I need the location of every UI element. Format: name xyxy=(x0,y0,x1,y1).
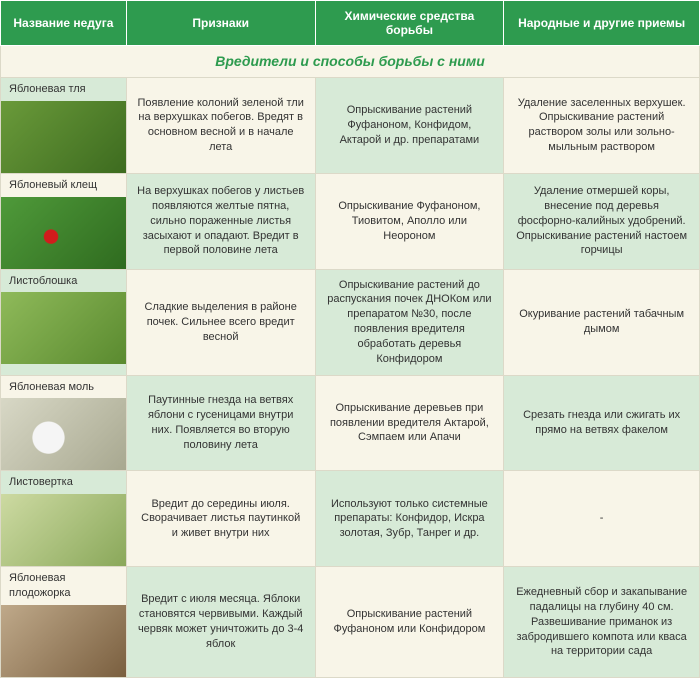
pest-name-label: Яблоневый клещ xyxy=(1,174,126,197)
pest-folk: Срезать гнезда или сжигать их прямо на в… xyxy=(504,375,700,471)
pest-chemical: Опрыскивание растений Фуфаноном, Конфидо… xyxy=(315,77,504,173)
pest-name-label: Листоблошка xyxy=(1,270,126,293)
pest-image xyxy=(1,398,126,470)
table-row: Яблоневый клещНа верхушках побегов у лис… xyxy=(1,173,700,269)
pest-signs: Паутинные гнезда на ветвях яблони с гусе… xyxy=(126,375,315,471)
pest-table: Название недуга Признаки Химические сред… xyxy=(0,0,700,678)
pest-chemical: Опрыскивание Фуфаноном, Тиовитом, Аполло… xyxy=(315,173,504,269)
pest-signs: Появление колоний зеленой тли на верхушк… xyxy=(126,77,315,173)
pest-name-label: Яблоневая моль xyxy=(1,376,126,399)
pest-signs: На верхушках побегов у листьев появляютс… xyxy=(126,173,315,269)
table-row: ЛистоблошкаСладкие выделения в районе по… xyxy=(1,269,700,375)
col-header-chem: Химические средства борьбы xyxy=(315,1,504,46)
pest-signs: Сладкие выделения в районе почек. Сильне… xyxy=(126,269,315,375)
table-header: Название недуга Признаки Химические сред… xyxy=(1,1,700,46)
table-row: Яблоневая мольПаутинные гнезда на ветвях… xyxy=(1,375,700,471)
pest-name-label: Листовертка xyxy=(1,471,126,494)
col-header-folk: Народные и другие приемы xyxy=(504,1,700,46)
pest-name-cell: Листоблошка xyxy=(1,269,127,375)
table-row: Яблоневая тляПоявление колоний зеленой т… xyxy=(1,77,700,173)
pest-chemical: Опрыскивание растений Фуфаноном или Конф… xyxy=(315,567,504,678)
pest-image xyxy=(1,197,126,269)
section-title-row: Вредители и способы борьбы с ними xyxy=(1,46,700,78)
pest-folk: Удаление отмершей коры, внесение под дер… xyxy=(504,173,700,269)
table-row: Яблоневая плодожоркаВредит с июля месяца… xyxy=(1,567,700,678)
pest-chemical: Опрыскивание деревьев при появлении вред… xyxy=(315,375,504,471)
pest-image xyxy=(1,494,126,566)
pest-chemical: Используют только системные препараты: К… xyxy=(315,471,504,567)
table-body: Вредители и способы борьбы с ними Яблоне… xyxy=(1,46,700,678)
pest-name-label: Яблоневая плодожорка xyxy=(1,567,126,605)
col-header-signs: Признаки xyxy=(126,1,315,46)
section-title: Вредители и способы борьбы с ними xyxy=(1,46,700,78)
pest-signs: Вредит с июля месяца. Яблоки становятся … xyxy=(126,567,315,678)
table-row: ЛистоверткаВредит до середины июля. Свор… xyxy=(1,471,700,567)
pest-signs: Вредит до середины июля. Сворачивает лис… xyxy=(126,471,315,567)
pest-name-cell: Яблоневая плодожорка xyxy=(1,567,127,678)
pest-image xyxy=(1,101,126,173)
pest-image xyxy=(1,605,126,677)
pest-folk: Удаление заселенных верхушек. Опрыскиван… xyxy=(504,77,700,173)
pest-name-cell: Яблоневая тля xyxy=(1,77,127,173)
pest-folk: - xyxy=(504,471,700,567)
pest-name-label: Яблоневая тля xyxy=(1,78,126,101)
pest-name-cell: Листовертка xyxy=(1,471,127,567)
pest-folk: Окуривание растений табачным дымом xyxy=(504,269,700,375)
pest-name-cell: Яблоневая моль xyxy=(1,375,127,471)
pest-folk: Ежедневный сбор и закапывание падалицы н… xyxy=(504,567,700,678)
pest-chemical: Опрыскивание растений до распускания поч… xyxy=(315,269,504,375)
pest-name-cell: Яблоневый клещ xyxy=(1,173,127,269)
col-header-name: Название недуга xyxy=(1,1,127,46)
pest-image xyxy=(1,292,126,364)
